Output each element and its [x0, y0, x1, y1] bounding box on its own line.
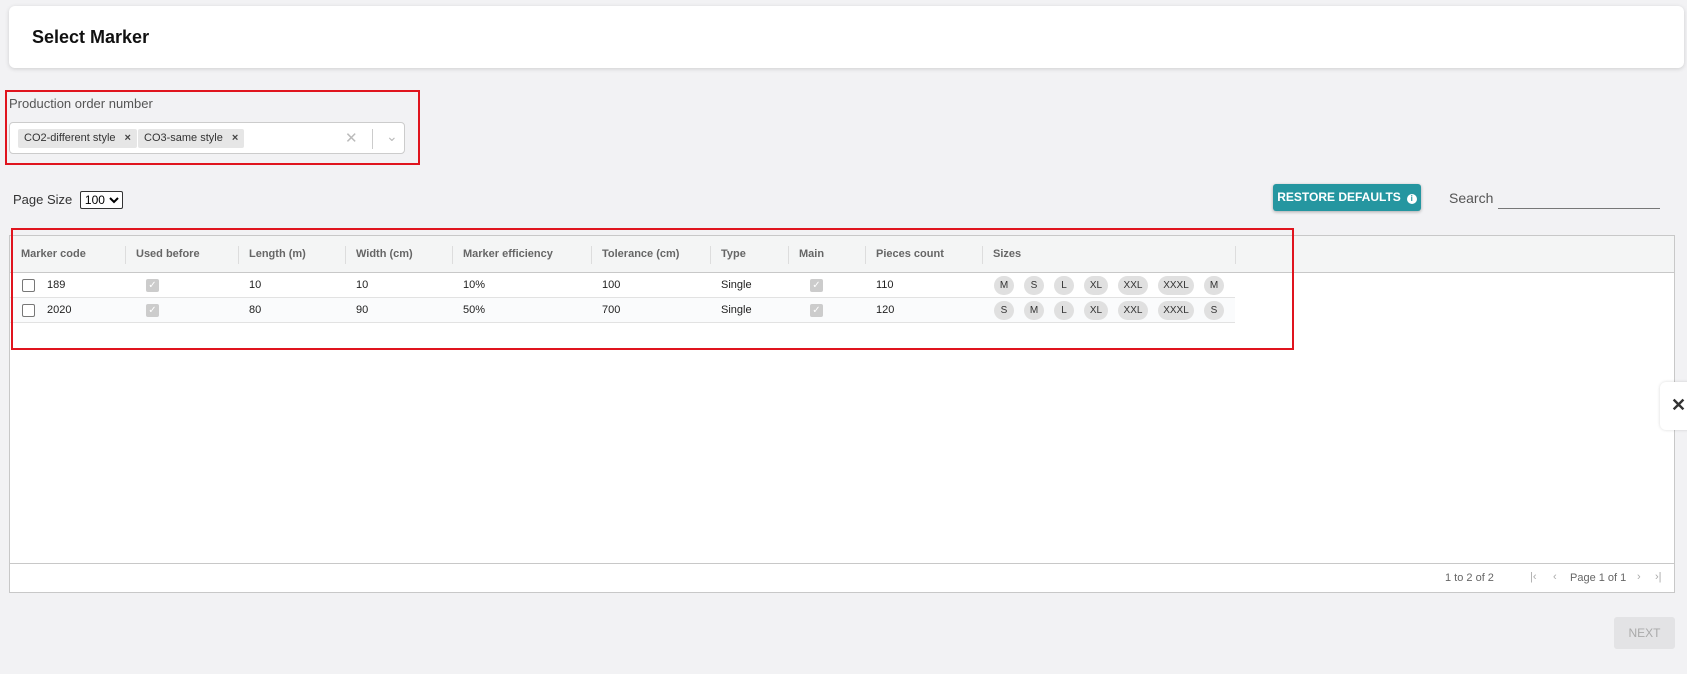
markers-grid: Marker code Used before Length (m) Width (c… — [9, 235, 1675, 593]
page-header: Select Marker — [9, 6, 1684, 68]
size-chip: XXXL — [1158, 276, 1194, 295]
cell-pieces: 110 — [876, 279, 894, 291]
pagination: 1 to 2 of 2 |‹ ‹ Page 1 of 1 › ›| — [10, 563, 1674, 592]
cell-tolerance: 700 — [602, 304, 621, 316]
cell-type: Single — [721, 279, 752, 291]
last-page-icon[interactable]: ›| — [1655, 571, 1662, 583]
info-icon: i — [1406, 194, 1417, 204]
search-input[interactable] — [1498, 189, 1660, 209]
column-separator[interactable] — [865, 246, 866, 264]
page-size-label: Page Size — [13, 192, 73, 207]
main-checkbox: ✓ — [810, 304, 823, 317]
used-before-checkbox: ✓ — [146, 279, 159, 292]
used-before-checkbox: ✓ — [146, 304, 159, 317]
size-chip: XL — [1084, 276, 1108, 295]
cell-width: 90 — [356, 304, 369, 316]
page-title: Select Marker — [32, 27, 150, 47]
size-chip: L — [1054, 276, 1074, 295]
next-page-icon[interactable]: › — [1637, 571, 1641, 583]
size-chip: S — [1204, 301, 1224, 320]
grid-header: Marker code Used before Length (m) Width (c… — [10, 236, 1674, 273]
row-summary: 1 to 2 of 2 — [1445, 572, 1494, 584]
tools-icon[interactable]: ✕ — [1660, 382, 1687, 430]
column-separator[interactable] — [710, 246, 711, 264]
selected-tag: CO3-same style × — [138, 129, 245, 148]
cell-width: 10 — [356, 279, 369, 291]
cell-length: 10 — [249, 279, 262, 291]
column-separator[interactable] — [1235, 246, 1236, 264]
divider — [372, 129, 373, 149]
restore-defaults-label: RESTORE DEFAULTS — [1277, 190, 1401, 204]
cell-pieces: 120 — [876, 304, 895, 316]
column-header[interactable]: Used before — [136, 248, 200, 260]
column-header[interactable]: Marker code — [21, 248, 86, 260]
size-chip: M — [994, 276, 1014, 295]
main-checkbox: ✓ — [810, 279, 823, 292]
selected-tag: CO2-different style × — [18, 129, 137, 148]
cell-type: Single — [721, 304, 752, 316]
size-chip: L — [1054, 301, 1074, 320]
clear-icon[interactable]: ✕ — [345, 130, 358, 147]
size-chip: XXL — [1118, 301, 1148, 320]
size-chip: M — [1204, 276, 1224, 295]
next-button[interactable]: NEXT — [1614, 617, 1675, 649]
search-label: Search — [1449, 190, 1494, 206]
column-header[interactable]: Main — [799, 248, 825, 260]
table-row[interactable]: 189 ✓ 10 10 10% 100 Single ✓ 110 M S L XL XXL XXXL M — [10, 273, 1235, 298]
size-chip: S — [994, 301, 1014, 320]
column-header[interactable]: Type — [721, 248, 746, 260]
highlight-box-order — [5, 90, 420, 165]
column-header[interactable]: Tolerance (cm) — [602, 248, 680, 260]
tag-label: CO2-different style — [24, 132, 116, 144]
column-header[interactable]: Pieces count — [876, 248, 944, 260]
chevron-down-icon[interactable]: ⌄ — [386, 128, 398, 144]
table-row[interactable]: 2020 ✓ 80 90 50% 700 Single ✓ 120 S M L XL XXL XXXL S — [10, 298, 1235, 323]
first-page-icon[interactable]: |‹ — [1530, 571, 1537, 583]
page-size: Page Size 100 — [13, 191, 123, 209]
column-separator[interactable] — [125, 246, 126, 264]
column-separator[interactable] — [238, 246, 239, 264]
restore-defaults-button[interactable]: RESTORE DEFAULTS i — [1273, 184, 1421, 211]
tag-label: CO3-same style — [144, 132, 223, 144]
size-chip: M — [1024, 301, 1044, 320]
size-chip: XL — [1084, 301, 1108, 320]
cell-tolerance: 100 — [602, 279, 621, 291]
column-separator[interactable] — [345, 246, 346, 264]
column-header[interactable]: Marker efficiency — [463, 248, 553, 260]
production-order-select[interactable]: CO2-different style × CO3-same style × ✕ ⌄ — [9, 122, 405, 154]
remove-tag-icon[interactable]: × — [231, 132, 239, 144]
prev-page-icon[interactable]: ‹ — [1553, 571, 1557, 583]
page-indicator: Page 1 of 1 — [1570, 572, 1627, 584]
column-separator[interactable] — [452, 246, 453, 264]
size-chip: XXXL — [1158, 301, 1194, 320]
cell-efficiency: 10% — [463, 279, 486, 291]
column-separator[interactable] — [591, 246, 592, 264]
row-checkbox[interactable] — [22, 304, 35, 317]
column-header[interactable]: Width (cm) — [356, 248, 413, 260]
marker-code: 2020 — [47, 304, 72, 316]
size-chip: XXL — [1118, 276, 1148, 295]
column-header[interactable]: Sizes — [993, 248, 1022, 260]
page-size-select[interactable]: 100 — [79, 191, 123, 209]
cell-length: 80 — [249, 304, 262, 316]
column-header[interactable]: Length (m) — [249, 248, 306, 260]
production-order-label: Production order number — [9, 96, 153, 111]
remove-tag-icon[interactable]: × — [124, 132, 131, 144]
column-separator[interactable] — [982, 246, 983, 264]
cell-efficiency: 50% — [463, 304, 486, 316]
row-checkbox[interactable] — [22, 279, 35, 292]
highlight-box-table — [11, 228, 1294, 350]
column-separator[interactable] — [788, 246, 789, 264]
size-chip: S — [1024, 276, 1044, 295]
marker-code: 189 — [47, 279, 66, 291]
